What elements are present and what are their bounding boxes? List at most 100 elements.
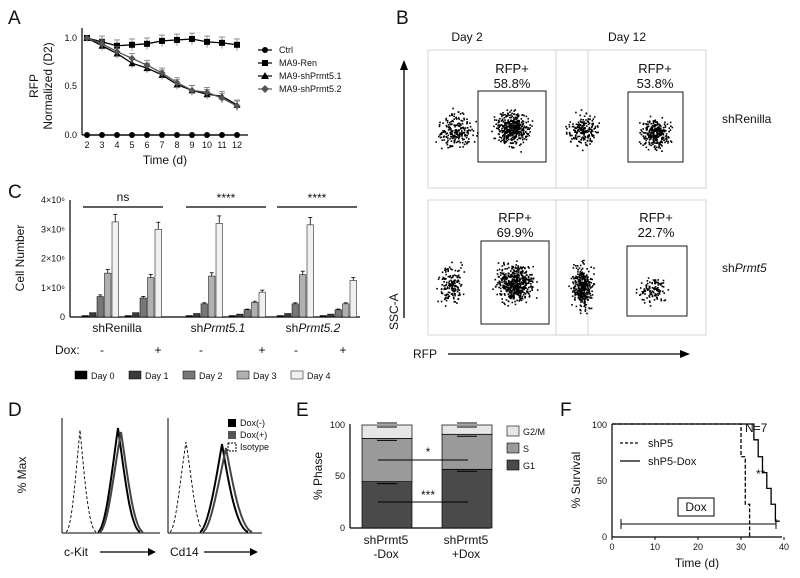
- a-point: [158, 69, 166, 77]
- a-xtick-label: 3: [99, 140, 104, 150]
- b-scatter-dot: [528, 293, 530, 295]
- b-scatter-dot: [521, 289, 524, 292]
- b-scatter-dot: [648, 287, 651, 290]
- b-scatter-dot: [521, 295, 524, 298]
- b-pct-3: 69.9%: [497, 225, 534, 240]
- f-ytick-100: 100: [592, 420, 607, 430]
- b-scatter-dot: [526, 288, 529, 290]
- f-legend: shP5 shP5-Dox: [620, 438, 697, 468]
- b-scatter-dot: [575, 275, 577, 278]
- b-scatter-dot: [513, 128, 516, 131]
- b-scatter-dot: [586, 295, 588, 298]
- b-scatter-dot: [516, 277, 519, 279]
- b-scatter-dot: [578, 278, 580, 281]
- b-scatter-dot: [655, 127, 658, 130]
- b-scatter-dot: [509, 287, 512, 289]
- b-scatter-dot: [501, 301, 504, 303]
- b-scatter-dot: [503, 274, 506, 277]
- b-scatter-dot: [504, 121, 506, 124]
- panel-c-label: C: [8, 182, 22, 203]
- b-scatter-dot: [493, 125, 495, 128]
- b-scatter-dot: [510, 285, 513, 287]
- b-scatter-dot: [445, 136, 448, 138]
- b-scatter-dot: [518, 137, 521, 139]
- b-scatter-dot: [653, 146, 656, 148]
- b-scatter-dot: [508, 266, 510, 269]
- f-legend-shp5dox: shP5-Dox: [648, 456, 697, 468]
- b-scatter-dot: [520, 125, 523, 128]
- b-scatter-dot: [580, 268, 583, 271]
- b-scatter-dot: [521, 271, 524, 273]
- b-scatter-dot: [643, 136, 645, 139]
- b-scatter-dot: [521, 114, 524, 116]
- b-scatter-dot: [515, 290, 518, 292]
- b-scatter-dot: [588, 282, 590, 284]
- b-scatter-dot: [517, 269, 520, 272]
- b-scatter-dot: [468, 138, 470, 140]
- b-scatter-dot: [504, 122, 506, 125]
- b-scatter-dot: [581, 275, 583, 278]
- b-scatter-dot: [650, 136, 653, 139]
- b-scatter-dot: [504, 286, 506, 288]
- b-scatter-dot: [505, 299, 508, 301]
- b-scatter-dot: [645, 137, 647, 139]
- b-scatter-dot: [436, 287, 438, 290]
- b-scatter-dot: [506, 283, 509, 285]
- b-scatter-dot: [506, 137, 509, 139]
- c-legend-label: Day 3: [253, 371, 277, 381]
- b-scatter-dot: [654, 119, 657, 122]
- b-scatter-dot: [527, 127, 529, 129]
- b-scatter-dot: [525, 126, 528, 128]
- a-point: [99, 132, 105, 138]
- b-scatter-dot: [657, 146, 660, 149]
- b-scatter-dot: [503, 128, 506, 131]
- b-scatter-dot: [571, 295, 574, 297]
- b-scatter-dot: [510, 126, 512, 128]
- b-scatter-dot: [504, 133, 506, 135]
- b-scatter-dot: [510, 124, 512, 126]
- b-scatter-dot: [671, 126, 674, 129]
- b-scatter-dot: [583, 299, 586, 301]
- b-scatter-dot: [652, 130, 655, 132]
- b-scatter-dot: [503, 131, 506, 133]
- b-scatter-dot: [658, 141, 661, 144]
- b-scatter-dot: [643, 288, 646, 290]
- b-scatter-dot: [531, 120, 534, 122]
- b-scatter-dot: [638, 141, 641, 143]
- b-scatter-dot: [496, 127, 498, 130]
- b-scatter-dot: [655, 289, 658, 291]
- b-scatter-dot: [524, 296, 526, 298]
- b-scatter-dot: [596, 131, 598, 134]
- b-scatter-dot: [655, 121, 658, 124]
- b-gate-2: [627, 91, 684, 163]
- b-scatter-dot: [579, 309, 582, 312]
- b-scatter-dot: [511, 294, 514, 297]
- b-scatter-dot: [648, 141, 650, 144]
- b-scatter-dot: [463, 118, 466, 121]
- b-scatter-dot: [466, 122, 468, 125]
- a-point: [159, 37, 165, 44]
- b-scatter-dot: [451, 261, 453, 264]
- b-scatter-dot: [455, 275, 457, 277]
- b-scatter-dot: [510, 289, 513, 292]
- b-scatter-dot: [527, 117, 529, 120]
- b-scatter-dot: [647, 132, 649, 135]
- c-bar: [251, 302, 259, 318]
- b-scatter-dot: [452, 135, 455, 138]
- a-point: [144, 40, 150, 47]
- b-scatter-dot: [498, 139, 500, 141]
- b-scatter-dot: [457, 125, 459, 127]
- b-scatter-dot: [518, 286, 520, 289]
- b-scatter-dot: [513, 285, 515, 288]
- b-scatter-dot: [501, 115, 503, 118]
- b-scatter-dot: [512, 271, 514, 274]
- b-scatter-dot: [506, 128, 509, 131]
- b-scatter-dot: [581, 260, 584, 262]
- b-scatter-dot: [643, 299, 645, 301]
- b-scatter-dot: [587, 291, 589, 294]
- c-sig-2: ****: [217, 191, 236, 205]
- b-scatter-dot: [529, 127, 531, 129]
- b-scatter-dot: [458, 292, 461, 294]
- d-cd14-dox-minus: [199, 443, 249, 533]
- b-scatter-dot: [510, 114, 512, 116]
